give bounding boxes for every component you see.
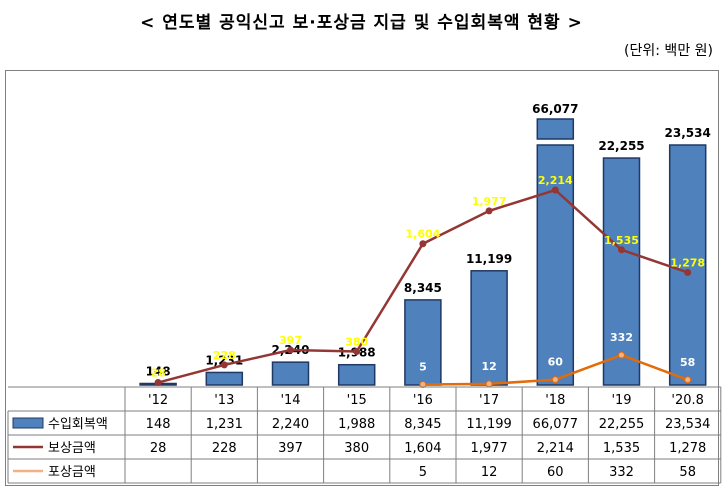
bar-'16 xyxy=(404,299,442,386)
table-cell: 58 xyxy=(679,465,696,480)
prize-point xyxy=(419,381,427,389)
x-tick-label: '16 xyxy=(413,393,433,408)
table-cell: 5 xyxy=(419,465,427,480)
table-cell: 1,278 xyxy=(669,441,706,456)
table-cell: 12 xyxy=(481,465,498,480)
reward-value-label: 2,214 xyxy=(538,174,573,187)
table-cell: 22,255 xyxy=(599,417,645,432)
table-cell: 380 xyxy=(344,441,369,456)
reward-point xyxy=(287,346,294,354)
reward-value-label: 397 xyxy=(279,334,302,347)
reward-point xyxy=(419,240,427,248)
bar-value-label: 23,534 xyxy=(665,126,711,140)
table-cell: 8,345 xyxy=(404,417,441,432)
reward-value-label: 28 xyxy=(150,367,165,380)
bar-'14 xyxy=(271,361,310,386)
reward-point xyxy=(618,246,625,254)
legend-label: 수입회복액 xyxy=(48,417,108,432)
table-cell: 1,535 xyxy=(603,441,640,456)
table-cell: 2,214 xyxy=(537,441,574,456)
chart-title: < 연도별 공익신고 보·포상금 지급 및 수입회복액 현황 > xyxy=(140,13,583,33)
reward-value-label: 1,977 xyxy=(472,195,507,208)
reward-value-label: 380 xyxy=(345,336,368,349)
x-tick-label: '15 xyxy=(347,393,367,408)
prize-point xyxy=(684,376,692,384)
reward-point xyxy=(485,207,493,215)
table-cell: 60 xyxy=(547,465,564,480)
table-cell: 2,240 xyxy=(272,417,309,432)
prize-point xyxy=(618,351,625,359)
bar-value-label: 22,255 xyxy=(598,139,644,153)
reward-point xyxy=(220,361,228,369)
prize-value-label: 60 xyxy=(548,356,564,369)
x-tick-label: '13 xyxy=(214,393,234,408)
prize-value-label: 12 xyxy=(481,360,496,373)
bar-'18 xyxy=(536,144,575,386)
table-cell: 332 xyxy=(609,465,634,480)
table-cell: 1,231 xyxy=(206,417,243,432)
table-cell: 1,604 xyxy=(404,441,441,456)
bar-'20.8 xyxy=(668,144,707,386)
prize-value-label: 58 xyxy=(680,356,695,369)
bar-value-label: 148 xyxy=(146,364,171,378)
prize-point xyxy=(551,376,559,384)
bar-value-label: 11,199 xyxy=(466,252,512,266)
table-cell: 23,534 xyxy=(665,417,711,432)
table-cell: 397 xyxy=(278,441,303,456)
bar-value-label: 8,345 xyxy=(404,281,442,295)
chart-frame xyxy=(5,70,719,486)
bar-break-segment xyxy=(536,118,575,140)
x-tick-label: '17 xyxy=(479,393,499,408)
legend-label: 포상금액 xyxy=(48,465,96,480)
reward-point xyxy=(154,379,162,387)
x-tick-label: '12 xyxy=(148,393,168,408)
table-cell: 1,977 xyxy=(470,441,507,456)
table-cell: 66,077 xyxy=(533,417,579,432)
table-cell: 228 xyxy=(212,441,237,456)
legend-label: 보상금액 xyxy=(48,441,96,456)
bar-'19 xyxy=(602,157,641,386)
reward-value-label: 1,278 xyxy=(670,256,705,269)
reward-value-label: 1,535 xyxy=(604,234,639,247)
table-cell: 11,199 xyxy=(466,417,512,432)
legend-key-bar xyxy=(12,417,44,429)
table-cell: 1,988 xyxy=(338,417,375,432)
reward-point xyxy=(353,348,361,356)
reward-value-label: 1,604 xyxy=(406,228,441,241)
x-tick-label: '20.8 xyxy=(671,393,704,408)
x-tick-label: '14 xyxy=(280,393,300,408)
bar-'15 xyxy=(337,363,376,386)
reward-value-label: 228 xyxy=(213,349,236,362)
prize-value-label: 332 xyxy=(610,331,633,344)
bar-value-label: 66,077 xyxy=(532,102,578,116)
prize-point xyxy=(485,380,493,388)
x-tick-label: '19 xyxy=(611,393,631,408)
table-cell: 28 xyxy=(150,441,167,456)
table-cell: 148 xyxy=(146,417,171,432)
reward-point xyxy=(551,186,559,194)
bar-'13 xyxy=(205,371,244,386)
prize-value-label: 5 xyxy=(419,361,427,374)
x-tick-label: '18 xyxy=(545,393,565,408)
reward-point xyxy=(684,268,692,276)
unit-label: (단위: 백만 원) xyxy=(624,43,713,59)
